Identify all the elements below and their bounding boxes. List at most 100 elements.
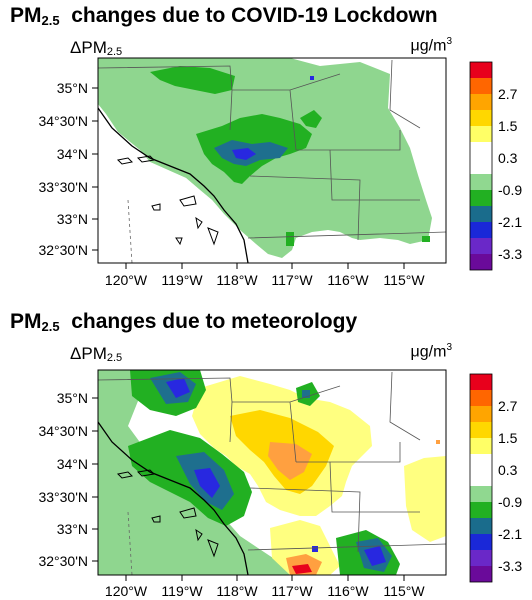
island <box>151 515 161 523</box>
lon-tick-label: 118°W <box>216 583 258 599</box>
island <box>136 469 156 477</box>
colorbar-swatch <box>470 190 492 206</box>
colorbar-label: 2.7 <box>498 86 518 102</box>
island <box>151 203 161 211</box>
lat-tick-label: 34°N <box>57 146 88 162</box>
lon-tick-label: 117°W <box>271 272 313 288</box>
green-region <box>150 66 235 94</box>
colorbar-swatch <box>470 110 492 126</box>
island <box>179 195 197 207</box>
dashed-boundary <box>127 511 133 576</box>
map-meteorology: 35°N 34°30'N 34°N 33°30'N 33°N 32°30'N 1… <box>38 369 522 599</box>
colorbar-swatch <box>470 518 492 534</box>
colorbar-swatch <box>470 126 492 142</box>
colorbar-swatch <box>470 406 492 422</box>
colorbar-frame <box>469 61 493 271</box>
colorbar-swatch <box>470 174 492 190</box>
map-frame <box>97 369 447 576</box>
state-border <box>97 371 447 553</box>
yellow-region <box>404 456 446 542</box>
colorbar-swatch <box>470 238 492 254</box>
map-lockdown: 35°N 34°30'N 34°N 33°30'N 33°N 32°30'N 1… <box>38 57 522 288</box>
teal-spot <box>302 390 310 398</box>
colorbar-label: -2.1 <box>498 214 522 230</box>
colorbar-label: -2.1 <box>498 526 522 542</box>
colorbar-swatch <box>470 222 492 238</box>
colorbar-swatch <box>470 470 492 486</box>
colorbar-label: -0.9 <box>498 494 522 510</box>
lat-tick-label: 33°N <box>57 521 88 537</box>
blue-region <box>166 378 190 398</box>
red-region <box>292 564 312 574</box>
colorbar-swatch <box>470 94 492 110</box>
variable-label: ΔPM2.5 <box>70 38 123 58</box>
island <box>179 507 197 519</box>
lat-tick-label: 33°N <box>57 211 88 227</box>
lat-ticks: 35°N 34°30'N 34°N 33°30'N 33°N 32°30'N <box>38 390 98 569</box>
units-label: μg/m3 <box>410 36 452 55</box>
colorbar-label: -3.3 <box>498 558 522 574</box>
colorbar: 2.7 1.5 0.3 -0.9 -2.1 -3.3 <box>469 61 522 271</box>
blue-region <box>194 468 220 498</box>
colorbar-swatch <box>470 62 492 78</box>
colorbar-swatch <box>470 254 492 270</box>
lon-tick-label: 119°W <box>161 583 203 599</box>
variable-label: ΔPM2.5 <box>70 344 123 364</box>
panel-lockdown: PM2.5 changes due to COVID-19 Lockdown Δ… <box>10 4 522 288</box>
colorbar-label: -0.9 <box>498 182 522 198</box>
lon-ticks: 120°W 119°W 118°W 117°W 116°W 115°W <box>105 575 425 599</box>
lat-tick-label: 33°30'N <box>38 489 88 505</box>
island <box>136 155 156 163</box>
blue-spot <box>312 546 318 552</box>
lat-tick-label: 35°N <box>57 80 88 96</box>
blue-spot <box>310 76 314 80</box>
island <box>116 471 134 479</box>
dashed-boundary <box>127 199 133 264</box>
panel-title: PM2.5 changes due to COVID-19 Lockdown <box>10 4 438 28</box>
colorbar-swatch <box>470 502 492 518</box>
units-label: μg/m3 <box>410 342 452 361</box>
lon-tick-label: 116°W <box>327 583 369 599</box>
green-patch <box>286 232 294 246</box>
blue-region <box>232 148 256 160</box>
lon-tick-label: 116°W <box>327 272 369 288</box>
island <box>175 237 183 246</box>
island <box>207 227 219 246</box>
colorbar-swatch <box>470 142 492 158</box>
colorbar-label: 1.5 <box>498 118 518 134</box>
lat-tick-label: 33°30'N <box>38 179 88 195</box>
lat-tick-label: 34°N <box>57 456 88 472</box>
panel-meteorology: PM2.5 changes due to meteorology ΔPM2.5 … <box>0 306 532 600</box>
colorbar-swatch <box>470 206 492 222</box>
lat-tick-label: 32°30'N <box>38 553 88 569</box>
panel-title: PM2.5 changes due to meteorology <box>10 310 358 334</box>
lat-ticks: 35°N 34°30'N 34°N 33°30'N 33°N 32°30'N <box>38 80 98 258</box>
colorbar-label: 1.5 <box>498 430 518 446</box>
colorbar-swatch <box>470 78 492 94</box>
island <box>116 157 134 165</box>
coastline <box>97 421 249 576</box>
lon-tick-label: 119°W <box>161 272 203 288</box>
orange-spot <box>436 440 440 444</box>
island <box>207 539 219 558</box>
colorbar-frame <box>469 373 493 583</box>
state-border <box>97 59 447 241</box>
colorbar-label: -3.3 <box>498 246 522 262</box>
lon-tick-label: 118°W <box>216 272 258 288</box>
island <box>195 216 203 230</box>
colorbar-swatch <box>470 390 492 406</box>
colorbar-label: 2.7 <box>498 398 518 414</box>
lon-tick-label: 117°W <box>271 583 313 599</box>
colorbar-swatch <box>470 374 492 390</box>
lon-tick-label: 115°W <box>383 583 425 599</box>
lon-tick-label: 120°W <box>105 583 148 599</box>
island <box>195 528 203 542</box>
colorbar-swatch <box>470 454 492 470</box>
orange-region <box>268 442 312 480</box>
colorbar-label: 0.3 <box>498 150 518 166</box>
colorbar-swatch <box>470 486 492 502</box>
green-region <box>300 110 322 128</box>
lon-tick-label: 115°W <box>383 272 425 288</box>
colorbar-swatch <box>470 550 492 566</box>
colorbar-swatch <box>470 158 492 174</box>
